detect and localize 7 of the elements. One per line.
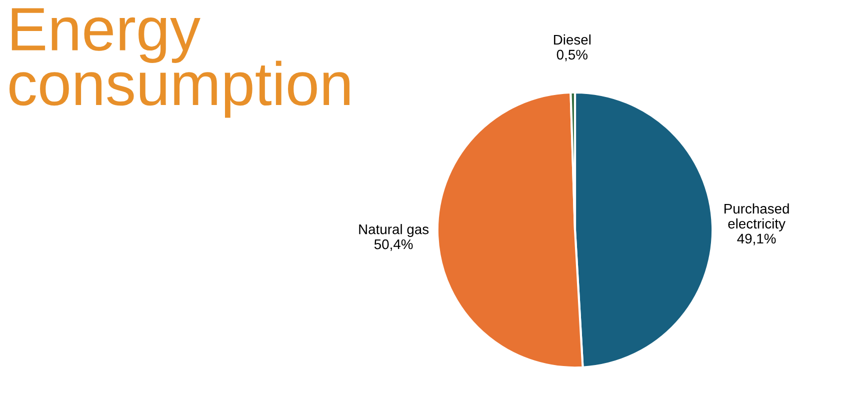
slice-label: Diesel <box>554 34 591 45</box>
chart-title: Energy consumption <box>10 8 350 118</box>
data-label: 49,1% <box>737 234 776 246</box>
data-label: 50,4% <box>374 239 413 251</box>
slice-label: Natural gas <box>359 224 429 237</box>
slice-label: Purchased electricity <box>724 203 789 232</box>
data-label: 0,5% <box>556 50 588 62</box>
